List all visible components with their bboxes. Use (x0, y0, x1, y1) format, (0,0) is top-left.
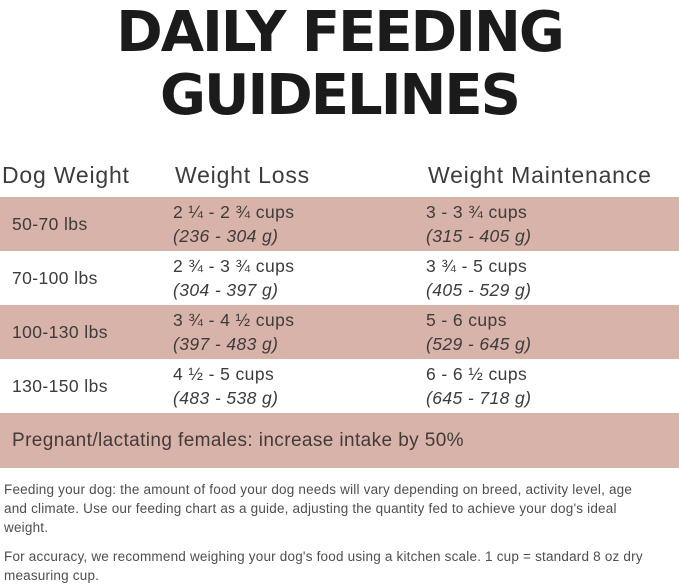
page-title: DAILY FEEDING GUIDELINES (0, 0, 679, 127)
table-row: 70-100 lbs 2 ¾ - 3 ¾ cups (304 - 397 g) … (0, 251, 679, 305)
weight-maintenance-cups: 5 - 6 cups (426, 310, 507, 330)
weight-maintenance-grams: (405 - 529 g) (426, 280, 532, 300)
feeding-table: Dog Weight Weight Loss Weight Maintenanc… (0, 153, 679, 468)
weight-maintenance-grams: (645 - 718 g) (426, 388, 532, 408)
footer-notes: Feeding your dog: the amount of food you… (0, 468, 679, 585)
column-header-weight-maintenance: Weight Maintenance (428, 161, 652, 188)
weight-maintenance-cups: 3 - 3 ¾ cups (426, 202, 528, 222)
table-row: 130-150 lbs 4 ½ - 5 cups (483 - 538 g) 6… (0, 359, 679, 413)
weight-maintenance-cell: 3 - 3 ¾ cups (315 - 405 g) (426, 200, 679, 248)
dog-weight-cell: 130-150 lbs (12, 375, 108, 396)
pregnant-note-banner: Pregnant/lactating females: increase int… (0, 413, 679, 468)
weight-loss-cell: 2 ¾ - 3 ¾ cups (304 - 397 g) (173, 254, 426, 302)
dog-weight-cell: 50-70 lbs (12, 213, 88, 234)
weight-maintenance-grams: (529 - 645 g) (426, 334, 532, 354)
column-header-weight-loss: Weight Loss (175, 161, 310, 188)
weight-loss-cups: 4 ½ - 5 cups (173, 364, 275, 384)
table-header-row: Dog Weight Weight Loss Weight Maintenanc… (0, 153, 679, 197)
weight-maintenance-cups: 3 ¾ - 5 cups (426, 256, 528, 276)
weight-loss-cell: 2 ¼ - 2 ¾ cups (236 - 304 g) (173, 200, 426, 248)
weight-loss-grams: (236 - 304 g) (173, 226, 279, 246)
column-header-dog-weight: Dog Weight (2, 161, 130, 188)
feeding-note-paragraph: Feeding your dog: the amount of food you… (4, 482, 633, 535)
dog-weight-cell: 70-100 lbs (12, 267, 98, 288)
accuracy-note-paragraph: For accuracy, we recommend weighing your… (4, 549, 643, 583)
weight-loss-cell: 3 ¾ - 4 ½ cups (397 - 483 g) (173, 308, 426, 356)
weight-loss-grams: (397 - 483 g) (173, 334, 279, 354)
weight-loss-cups: 3 ¾ - 4 ½ cups (173, 310, 295, 330)
weight-loss-cups: 2 ¼ - 2 ¾ cups (173, 202, 295, 222)
page-title-line1: DAILY FEEDING (116, 0, 565, 65)
weight-maintenance-cups: 6 - 6 ½ cups (426, 364, 528, 384)
weight-loss-grams: (304 - 397 g) (173, 280, 279, 300)
weight-maintenance-cell: 3 ¾ - 5 cups (405 - 529 g) (426, 254, 679, 302)
weight-maintenance-cell: 6 - 6 ½ cups (645 - 718 g) (426, 362, 679, 410)
weight-maintenance-grams: (315 - 405 g) (426, 226, 532, 246)
weight-maintenance-cell: 5 - 6 cups (529 - 645 g) (426, 308, 679, 356)
dog-weight-cell: 100-130 lbs (12, 321, 108, 342)
table-row: 50-70 lbs 2 ¼ - 2 ¾ cups (236 - 304 g) 3… (0, 197, 679, 251)
table-body: 50-70 lbs 2 ¼ - 2 ¾ cups (236 - 304 g) 3… (0, 197, 679, 413)
weight-loss-grams: (483 - 538 g) (173, 388, 279, 408)
page-title-line2: GUIDELINES (160, 63, 521, 128)
weight-loss-cell: 4 ½ - 5 cups (483 - 538 g) (173, 362, 426, 410)
table-row: 100-130 lbs 3 ¾ - 4 ½ cups (397 - 483 g)… (0, 305, 679, 359)
weight-loss-cups: 2 ¾ - 3 ¾ cups (173, 256, 295, 276)
